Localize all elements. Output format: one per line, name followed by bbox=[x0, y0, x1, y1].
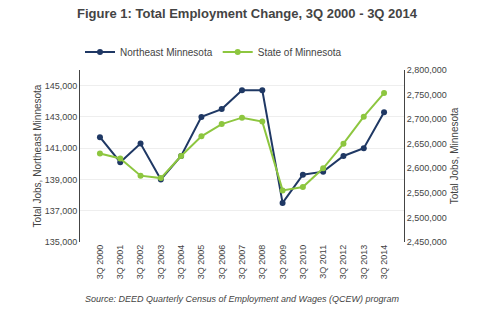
svg-text:3Q 2008: 3Q 2008 bbox=[257, 245, 267, 280]
svg-text:3Q 2004: 3Q 2004 bbox=[176, 245, 186, 280]
svg-text:3Q 2005: 3Q 2005 bbox=[196, 245, 206, 280]
svg-text:3Q 2001: 3Q 2001 bbox=[115, 245, 125, 280]
svg-text:2,550,000: 2,550,000 bbox=[407, 188, 447, 198]
svg-text:State of Minnesota: State of Minnesota bbox=[258, 47, 342, 58]
svg-text:3Q 2009: 3Q 2009 bbox=[278, 245, 288, 280]
svg-text:3Q 2013: 3Q 2013 bbox=[359, 245, 369, 280]
svg-text:3Q 2007: 3Q 2007 bbox=[237, 245, 247, 280]
svg-text:3Q 2003: 3Q 2003 bbox=[156, 245, 166, 280]
svg-text:Total Jobs, Minnesota: Total Jobs, Minnesota bbox=[449, 107, 460, 204]
svg-text:3Q 2010: 3Q 2010 bbox=[298, 245, 308, 280]
svg-text:2,700,000: 2,700,000 bbox=[407, 114, 447, 124]
svg-text:Figure 1: Total Employment Cha: Figure 1: Total Employment Change, 3Q 20… bbox=[77, 6, 418, 21]
svg-text:Total Jobs, Northeast Minnesot: Total Jobs, Northeast Minnesota bbox=[32, 84, 43, 227]
svg-text:3Q 2006: 3Q 2006 bbox=[217, 245, 227, 280]
svg-text:3Q 2000: 3Q 2000 bbox=[95, 245, 105, 280]
svg-text:Northeast Minnesota: Northeast Minnesota bbox=[120, 47, 213, 58]
svg-text:3Q 2002: 3Q 2002 bbox=[135, 245, 145, 280]
svg-text:3Q 2014: 3Q 2014 bbox=[379, 245, 389, 280]
svg-text:3Q 2012: 3Q 2012 bbox=[338, 245, 348, 280]
svg-text:145,000: 145,000 bbox=[45, 81, 78, 91]
svg-text:2,650,000: 2,650,000 bbox=[407, 139, 447, 149]
svg-text:137,000: 137,000 bbox=[45, 206, 78, 216]
svg-text:2,450,000: 2,450,000 bbox=[407, 237, 447, 247]
svg-text:141,000: 141,000 bbox=[45, 143, 78, 153]
svg-text:2,500,000: 2,500,000 bbox=[407, 213, 447, 223]
svg-text:135,000: 135,000 bbox=[45, 237, 78, 247]
svg-text:2,800,000: 2,800,000 bbox=[407, 65, 447, 75]
svg-text:3Q 2011: 3Q 2011 bbox=[318, 245, 328, 279]
svg-text:143,000: 143,000 bbox=[45, 112, 78, 122]
svg-text:2,750,000: 2,750,000 bbox=[407, 90, 447, 100]
svg-text:139,000: 139,000 bbox=[45, 175, 78, 185]
svg-text:Source: DEED Quarterly Census: Source: DEED Quarterly Census of Employm… bbox=[85, 294, 399, 304]
svg-text:2,600,000: 2,600,000 bbox=[407, 163, 447, 173]
